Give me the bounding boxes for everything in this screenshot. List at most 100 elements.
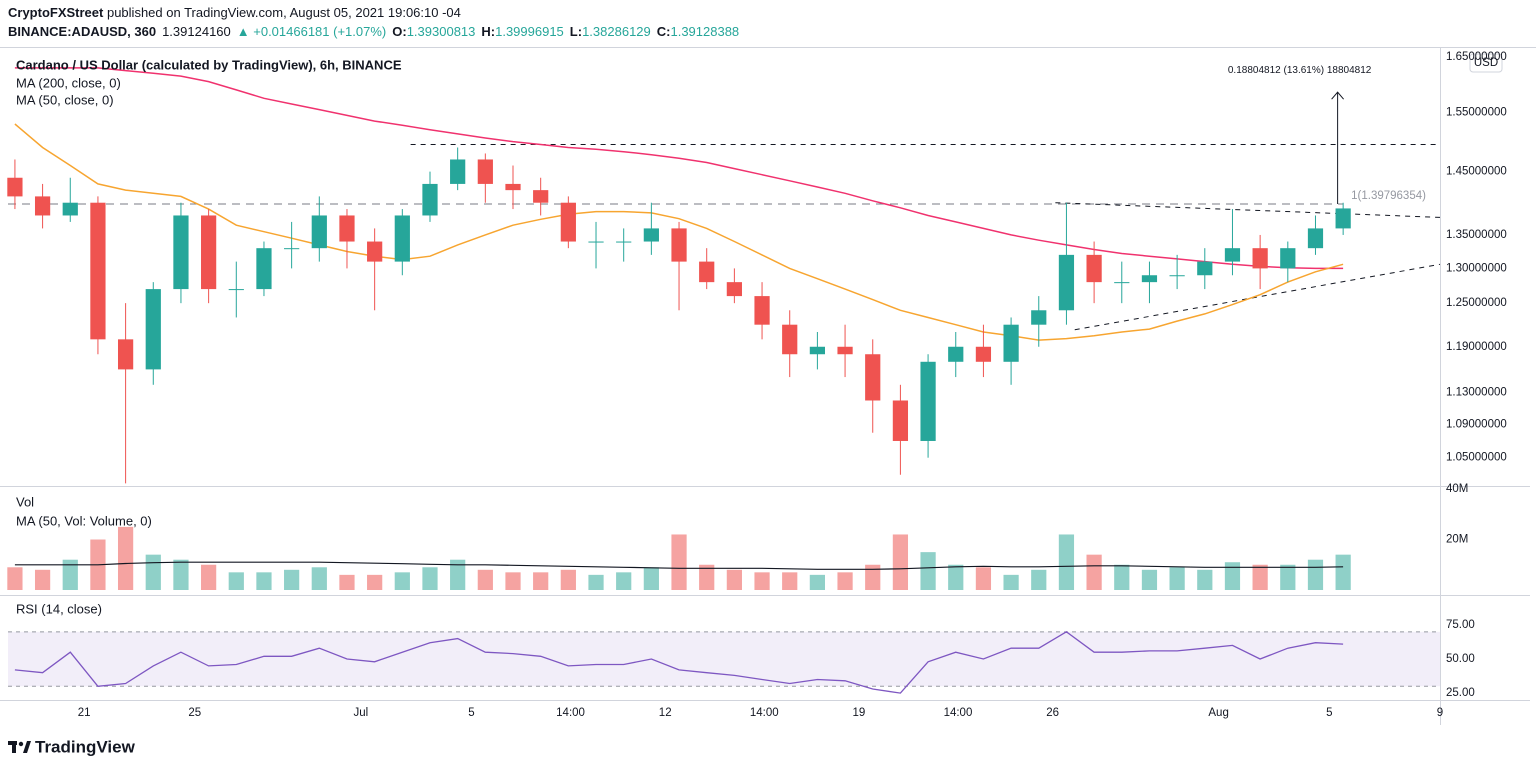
- candle-body: [450, 159, 466, 184]
- volume-bar: [1280, 564, 1296, 590]
- pane: 1.05000000 1.09000000 1.13000000 1.19000000…: [7, 51, 1507, 484]
- brand: TradingView: [35, 737, 136, 756]
- ohlc-key: H:: [481, 24, 495, 39]
- rsi-band: [8, 631, 1440, 687]
- candle-body: [1086, 254, 1102, 283]
- candle-body: [754, 296, 770, 325]
- candle-body: [782, 324, 798, 355]
- volume-bar: [256, 572, 272, 590]
- measure-arrowhead: [1331, 91, 1344, 100]
- volume-bar: [1058, 534, 1075, 590]
- legend-entry: MA (50, Vol: Volume, 0): [16, 513, 152, 528]
- candle-body: [920, 361, 936, 441]
- candle-body: [7, 177, 23, 197]
- candle-body: [643, 228, 659, 242]
- volume-bar: [145, 554, 161, 590]
- level-label: 1(1.39796354): [1351, 190, 1426, 202]
- candle-body: [588, 241, 604, 243]
- volume-bar: [1169, 567, 1185, 590]
- candle-body: [1224, 248, 1241, 262]
- candle-body: [256, 248, 272, 290]
- candle-body: [1003, 324, 1019, 362]
- volume-bar: [1335, 554, 1351, 590]
- ma-line: [14, 123, 1344, 341]
- y-tick-label: 25.00: [1446, 687, 1475, 699]
- candle-body: [1169, 275, 1185, 277]
- ohlc-value: 1.39996915: [495, 24, 564, 39]
- pane-borders: [0, 47, 1536, 725]
- y-tick-label: 1.05000000: [1446, 452, 1507, 464]
- logo-part: [18, 741, 24, 747]
- x-tick-label: 14:00: [750, 707, 779, 719]
- volume-bar: [1224, 562, 1241, 590]
- candle-body: [284, 248, 300, 250]
- x-tick-label: 21: [78, 707, 91, 719]
- ohlc-key: L:: [570, 24, 582, 39]
- trendline: [1074, 263, 1441, 331]
- volume-bar: [643, 567, 659, 590]
- candle-body: [837, 346, 853, 355]
- y-tick-label: 1.30000000: [1446, 262, 1507, 274]
- volume-bar: [975, 567, 992, 590]
- volume-bar: [450, 559, 466, 590]
- y-tick-label: 1.13000000: [1446, 387, 1507, 399]
- y-tick-label: 75.00: [1446, 619, 1475, 631]
- ohlc-value: 1.38286129: [582, 24, 651, 39]
- candle-body: [117, 339, 134, 370]
- last-price: 1.39124160: [162, 24, 231, 39]
- volume-bar: [699, 564, 715, 590]
- candle-body: [616, 241, 632, 243]
- candle-body: [1280, 248, 1296, 269]
- volume-bar: [1086, 554, 1102, 590]
- change: ▲ +0.01466181 (+1.07%): [237, 24, 386, 39]
- pane-title: RSI (14, close): [16, 601, 102, 616]
- x-tick-label: 25: [188, 707, 201, 719]
- y-tick-label: 1.35000000: [1446, 229, 1507, 241]
- x-tick-label: 26: [1046, 707, 1059, 719]
- x-tick-label: 14:00: [944, 707, 973, 719]
- volume-bar: [62, 559, 78, 590]
- volume-bar: [1114, 564, 1130, 590]
- volume-bar: [1141, 569, 1158, 590]
- candle-body: [422, 183, 438, 216]
- volume-bar: [311, 567, 327, 590]
- x-tick-label: 14:00: [556, 707, 585, 719]
- y-tick-label: 40M: [1446, 483, 1468, 495]
- candle-body: [726, 282, 742, 297]
- volume-bar: [837, 572, 853, 590]
- author: CryptoFXStreet: [8, 5, 104, 20]
- volume-bar: [671, 534, 687, 590]
- volume-ma-line: [14, 561, 1344, 570]
- candle-body: [201, 215, 217, 290]
- ohlc-value: 1.39300813: [407, 24, 476, 39]
- rsi-line: [14, 631, 1344, 694]
- y-tick-label: 1.45000000: [1446, 166, 1507, 178]
- trendline: [1055, 202, 1441, 218]
- x-tick-label: 9: [1437, 707, 1443, 719]
- candle-body: [1252, 248, 1268, 269]
- candle-body: [671, 228, 687, 262]
- y-tick-label: 1.25000000: [1446, 297, 1507, 309]
- volume-bar: [560, 569, 576, 590]
- x-tick-label: Jul: [353, 707, 368, 719]
- volume-bar: [809, 574, 826, 590]
- volume-bar: [948, 564, 964, 590]
- currency: USD: [1474, 57, 1498, 69]
- legend-entry: MA (50, close, 0): [16, 92, 114, 107]
- y-tick-label: 1.55000000: [1446, 107, 1507, 119]
- volume-bar: [117, 526, 134, 590]
- candle-body: [1114, 282, 1130, 284]
- ohlc-value: 1.39128388: [670, 24, 739, 39]
- y-tick-label: 1.65000000: [1446, 51, 1507, 63]
- volume-bar: [1252, 564, 1268, 590]
- volume-bar: [616, 572, 632, 590]
- volume-bar: [1307, 559, 1324, 590]
- measure-label: 0.18804812 (13.61%) 18804812: [1228, 65, 1372, 76]
- candle-body: [948, 346, 964, 362]
- candle-body: [62, 202, 78, 216]
- volume-bar: [228, 572, 244, 590]
- x-tick-label: 12: [659, 707, 672, 719]
